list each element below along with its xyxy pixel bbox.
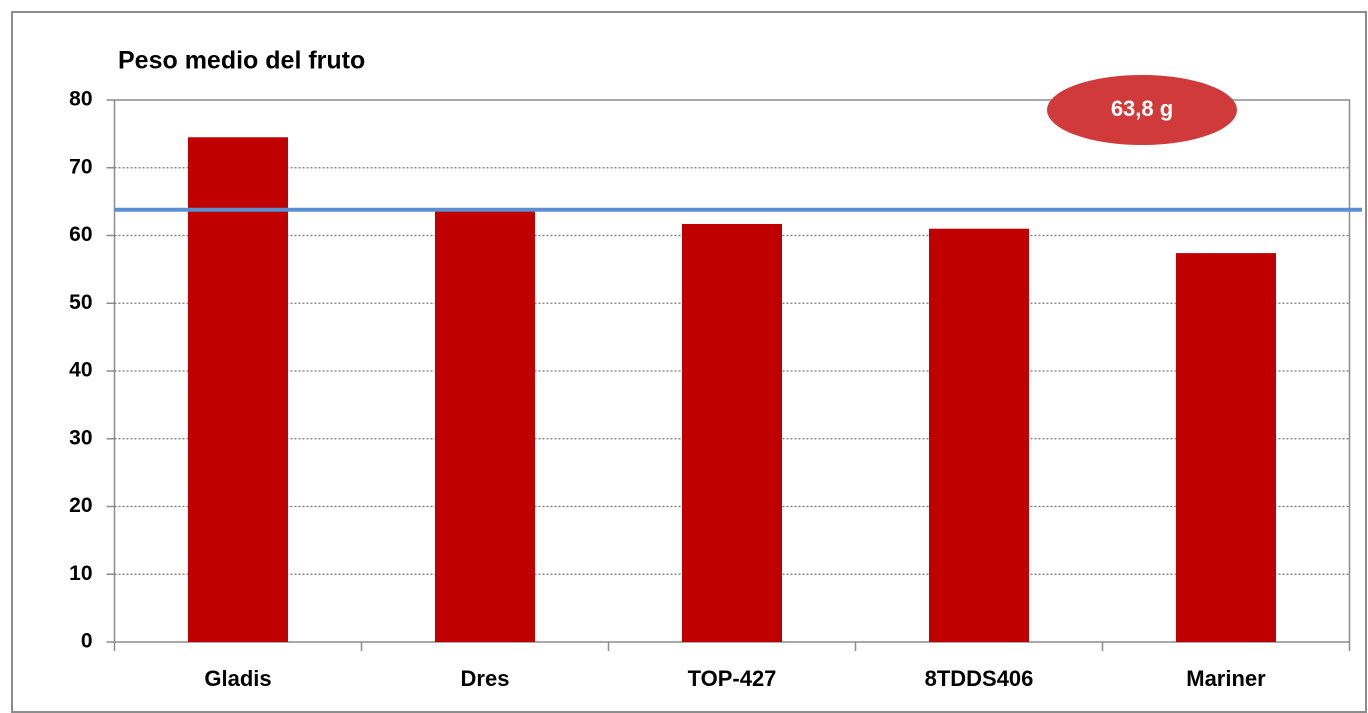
x-tick-label: Dres	[461, 666, 510, 691]
x-tick-label: Gladis	[204, 666, 271, 691]
annotation-label: 63,8 g	[1111, 96, 1173, 121]
bar	[188, 137, 288, 642]
y-tick-label: 10	[69, 562, 92, 585]
y-tick-label: 60	[69, 223, 92, 246]
x-tick-label: 8TDDS406	[925, 666, 1034, 691]
chart-title: Peso medio del fruto	[118, 47, 365, 75]
y-tick-label: 80	[69, 88, 92, 111]
x-tick-label: TOP-427	[688, 666, 777, 691]
x-tick-label: Mariner	[1186, 666, 1266, 691]
annotation-bubble	[1047, 75, 1237, 145]
bar	[682, 223, 782, 643]
bar	[929, 228, 1029, 642]
y-tick-label: 40	[69, 359, 92, 382]
y-tick-label: 50	[69, 291, 92, 314]
y-tick-label: 20	[69, 494, 92, 517]
y-tick-label: 30	[69, 426, 92, 449]
y-tick-label: 70	[69, 155, 92, 178]
y-tick-label: 0	[81, 630, 93, 653]
bar	[1176, 253, 1276, 643]
bar	[435, 209, 535, 642]
